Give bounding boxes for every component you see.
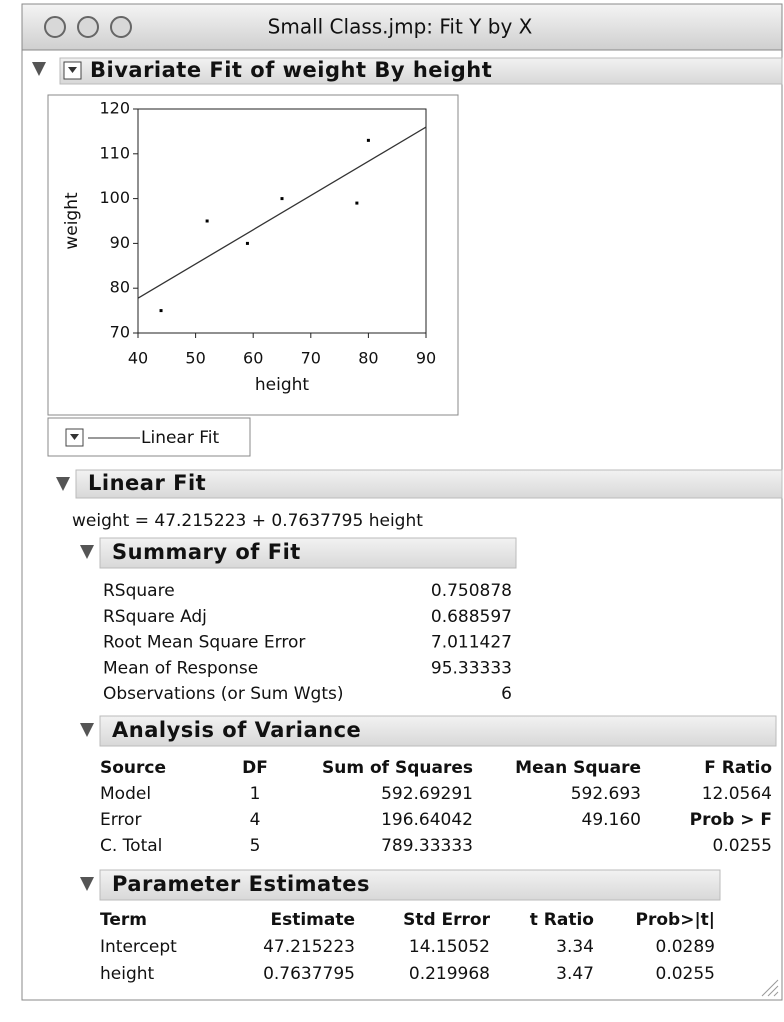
column-header: Mean Square bbox=[515, 758, 641, 778]
disclosure-triangle[interactable] bbox=[32, 62, 46, 76]
table-cell: 4 bbox=[250, 810, 261, 830]
summary-value: 0.688597 bbox=[431, 607, 512, 627]
disclosure-triangle[interactable] bbox=[80, 545, 94, 559]
summary-label: Root Mean Square Error bbox=[103, 633, 305, 653]
table-cell: 47.215223 bbox=[263, 937, 355, 957]
summary-label: RSquare Adj bbox=[103, 607, 207, 627]
y-tick-label: 70 bbox=[110, 323, 130, 342]
summary-value: 95.33333 bbox=[431, 658, 512, 678]
section-title: Parameter Estimates bbox=[112, 872, 370, 896]
column-header: Source bbox=[100, 758, 166, 778]
disclosure-triangle[interactable] bbox=[56, 477, 70, 491]
x-tick-label: 50 bbox=[185, 349, 205, 368]
table-cell: 789.33333 bbox=[381, 836, 473, 856]
summary-label: Observations (or Sum Wgts) bbox=[103, 684, 344, 704]
section-title: Analysis of Variance bbox=[112, 718, 361, 742]
table-cell: Error bbox=[100, 810, 141, 830]
section-title: Bivariate Fit of weight By height bbox=[90, 58, 492, 82]
column-header: Std Error bbox=[403, 910, 491, 930]
summary-value: 6 bbox=[501, 684, 512, 704]
table-cell: Model bbox=[100, 784, 151, 804]
equation-intercept: 47.215223 bbox=[154, 511, 246, 531]
section-bar bbox=[99, 869, 721, 901]
table-cell: 0.0255 bbox=[713, 836, 772, 856]
point bbox=[205, 219, 209, 223]
table-cell: 196.64042 bbox=[381, 810, 473, 830]
table-cell: 3.47 bbox=[556, 964, 594, 984]
summary-value: 0.750878 bbox=[431, 581, 512, 601]
table-cell: 1 bbox=[250, 784, 261, 804]
point bbox=[366, 138, 370, 142]
x-tick-label: 90 bbox=[416, 349, 436, 368]
zoom-button[interactable] bbox=[110, 16, 132, 38]
column-header: Term bbox=[100, 910, 147, 930]
table-cell: 14.15052 bbox=[409, 937, 490, 957]
resize-grip[interactable] bbox=[761, 979, 779, 997]
table-cell: 12.0564 bbox=[702, 784, 772, 804]
table-cell: 592.693 bbox=[571, 784, 641, 804]
table-cell: height bbox=[100, 964, 155, 984]
table-cell: C. Total bbox=[100, 836, 162, 856]
y-tick-label: 120 bbox=[99, 99, 130, 118]
table-cell: 0.7637795 bbox=[263, 964, 355, 984]
summary-value: 7.011427 bbox=[431, 633, 512, 653]
summary-label: Mean of Response bbox=[103, 658, 258, 678]
equation-slope: 0.7637795 bbox=[271, 511, 363, 531]
table-cell: 0.0255 bbox=[656, 964, 715, 984]
window-title: Small Class.jmp: Fit Y by X bbox=[268, 15, 533, 39]
y-tick-label: 100 bbox=[99, 188, 130, 207]
x-tick-label: 80 bbox=[358, 349, 378, 368]
table-cell: Intercept bbox=[100, 937, 177, 957]
section-bar bbox=[75, 469, 783, 499]
table-cell: 0.219968 bbox=[409, 964, 490, 984]
menu-arrow bbox=[68, 67, 77, 73]
equation-op: + bbox=[252, 511, 266, 531]
legend-label: Linear Fit bbox=[141, 428, 220, 448]
column-header: F Ratio bbox=[704, 758, 772, 778]
column-header: Sum of Squares bbox=[322, 758, 473, 778]
y-tick-label: 110 bbox=[99, 143, 130, 162]
section-bar bbox=[59, 57, 783, 85]
equation-lhs: weight = bbox=[72, 511, 149, 531]
fit-line bbox=[137, 126, 427, 299]
section-bar bbox=[99, 715, 777, 747]
x-tick-label: 40 bbox=[128, 349, 148, 368]
close-button[interactable] bbox=[44, 16, 66, 38]
column-header: DF bbox=[242, 758, 268, 778]
point bbox=[159, 309, 163, 313]
point bbox=[355, 201, 359, 205]
table-cell: 3.34 bbox=[556, 937, 594, 957]
menu-arrow bbox=[70, 434, 79, 440]
y-tick-label: 80 bbox=[110, 278, 130, 297]
table-cell: Prob > F bbox=[690, 810, 772, 830]
y-tick-label: 90 bbox=[110, 233, 130, 252]
section-title: Summary of Fit bbox=[112, 540, 301, 564]
title-bar bbox=[21, 3, 783, 51]
disclosure-triangle[interactable] bbox=[80, 723, 94, 737]
y-axis-label: weight bbox=[62, 192, 82, 250]
equation-rhs: height bbox=[369, 511, 424, 531]
minimize-button[interactable] bbox=[77, 16, 99, 38]
section-title: Linear Fit bbox=[88, 471, 206, 495]
column-header: Estimate bbox=[270, 910, 355, 930]
point bbox=[280, 197, 284, 201]
x-tick-label: 70 bbox=[301, 349, 321, 368]
x-axis-label: height bbox=[255, 375, 310, 395]
table-cell: 592.69291 bbox=[381, 784, 473, 804]
x-tick-label: 60 bbox=[243, 349, 263, 368]
fit-equation: weight = 47.215223 + 0.7637795 height bbox=[72, 511, 423, 531]
column-header: Prob>|t| bbox=[636, 910, 715, 930]
point bbox=[245, 241, 249, 245]
summary-label: RSquare bbox=[103, 581, 175, 601]
disclosure-triangle[interactable] bbox=[80, 877, 94, 891]
column-header: t Ratio bbox=[530, 910, 594, 930]
section-bar bbox=[99, 537, 517, 569]
table-cell: 49.160 bbox=[582, 810, 641, 830]
table-cell: 5 bbox=[250, 836, 261, 856]
table-cell: 0.0289 bbox=[656, 937, 715, 957]
plot-area bbox=[137, 108, 427, 334]
